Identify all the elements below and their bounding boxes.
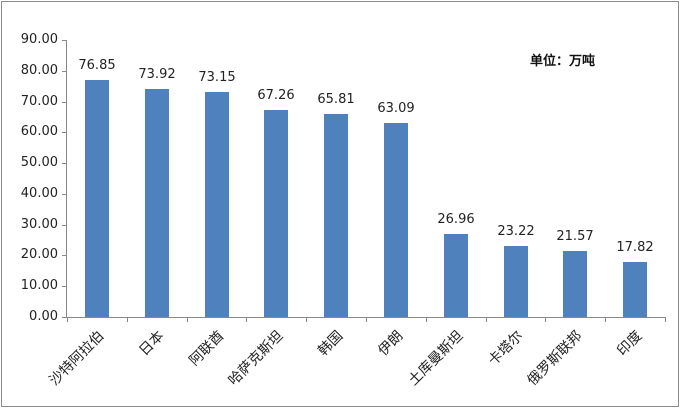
bar-1 (85, 80, 109, 317)
x-tick (486, 317, 487, 322)
bar-3 (205, 92, 229, 317)
x-tick (426, 317, 427, 322)
x-tick (605, 317, 606, 322)
value-label: 67.26 (257, 88, 295, 103)
y-tick-label: 60.00 (20, 124, 58, 139)
x-tick (665, 317, 666, 322)
y-tick (62, 194, 67, 195)
x-tick (545, 317, 546, 322)
bar-9 (563, 251, 587, 317)
bar-4 (264, 110, 288, 317)
y-tick-label: 30.00 (20, 217, 58, 232)
y-tick (62, 132, 67, 133)
x-tick (127, 317, 128, 322)
y-axis (66, 40, 67, 318)
bar-8 (504, 246, 528, 317)
value-label: 26.96 (437, 212, 475, 227)
x-tick (306, 317, 307, 322)
y-tick (62, 317, 67, 318)
y-tick-label: 90.00 (20, 32, 58, 47)
value-label: 63.09 (377, 101, 415, 116)
bar-10 (623, 262, 647, 317)
x-tick (366, 317, 367, 322)
y-tick-label: 0.00 (29, 309, 58, 324)
value-label: 17.82 (616, 240, 654, 255)
bar-2 (145, 89, 169, 317)
value-label: 21.57 (556, 229, 594, 244)
unit-label: 单位：万吨 (530, 54, 596, 69)
y-tick-label: 50.00 (20, 155, 58, 170)
x-tick (246, 317, 247, 322)
y-tick (62, 255, 67, 256)
bar-7 (444, 234, 468, 317)
y-tick (62, 102, 67, 103)
y-tick-label: 20.00 (20, 247, 58, 262)
bar-6 (384, 123, 408, 317)
y-tick-label: 70.00 (20, 94, 58, 109)
bar-5 (324, 114, 348, 317)
x-tick (67, 317, 68, 322)
y-tick (62, 286, 67, 287)
y-tick-label: 40.00 (20, 186, 58, 201)
y-tick-label: 80.00 (20, 63, 58, 78)
value-label: 73.92 (138, 67, 176, 82)
y-tick-label: 10.00 (20, 278, 58, 293)
value-label: 23.22 (497, 224, 535, 239)
y-tick (62, 71, 67, 72)
value-label: 73.15 (198, 70, 236, 85)
y-tick (62, 163, 67, 164)
y-tick (62, 40, 67, 41)
x-tick (187, 317, 188, 322)
y-tick (62, 225, 67, 226)
value-label: 65.81 (317, 92, 355, 107)
value-label: 76.85 (78, 58, 116, 73)
